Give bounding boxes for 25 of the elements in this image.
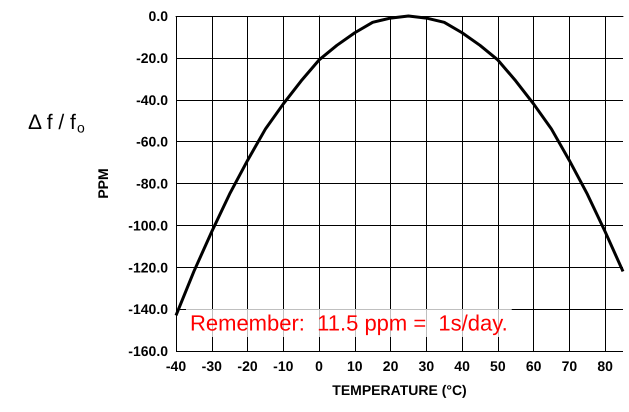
- x-tick-label: -10: [273, 358, 294, 374]
- y-tick-label: -160.0: [128, 343, 168, 359]
- y-tick-label: -100.0: [128, 217, 168, 234]
- x-axis-title: TEMPERATURE (°C): [332, 382, 467, 398]
- x-tick-label: 0: [315, 358, 324, 374]
- x-tick-label: 10: [347, 358, 363, 374]
- x-tick-label: 40: [454, 358, 470, 374]
- x-tick-label: 70: [562, 358, 578, 374]
- x-tick-label: 30: [418, 358, 434, 374]
- y-axis-title: PPM: [95, 168, 111, 199]
- x-tick-label: 60: [526, 358, 542, 374]
- y-tick-label: -80.0: [136, 176, 168, 192]
- y-tick-label: -20.0: [136, 50, 168, 66]
- y-tick-label: -40.0: [136, 92, 168, 108]
- y-tick-label: -60.0: [136, 134, 168, 150]
- x-tick-label: -30: [202, 358, 222, 374]
- x-tick-label: 20: [382, 358, 399, 374]
- y-tick-label: -120.0: [128, 259, 168, 276]
- x-tick-label: 80: [597, 358, 614, 374]
- annotation: Remember: 11.5 ppm = 1s/day.: [190, 310, 508, 336]
- y-tick-label: 0.0: [148, 8, 168, 24]
- x-tick-label: 50: [490, 358, 506, 374]
- x-tick-label: -20: [237, 358, 258, 374]
- x-tick-label: -40: [166, 358, 186, 374]
- y-tick-label: -140.0: [128, 301, 168, 318]
